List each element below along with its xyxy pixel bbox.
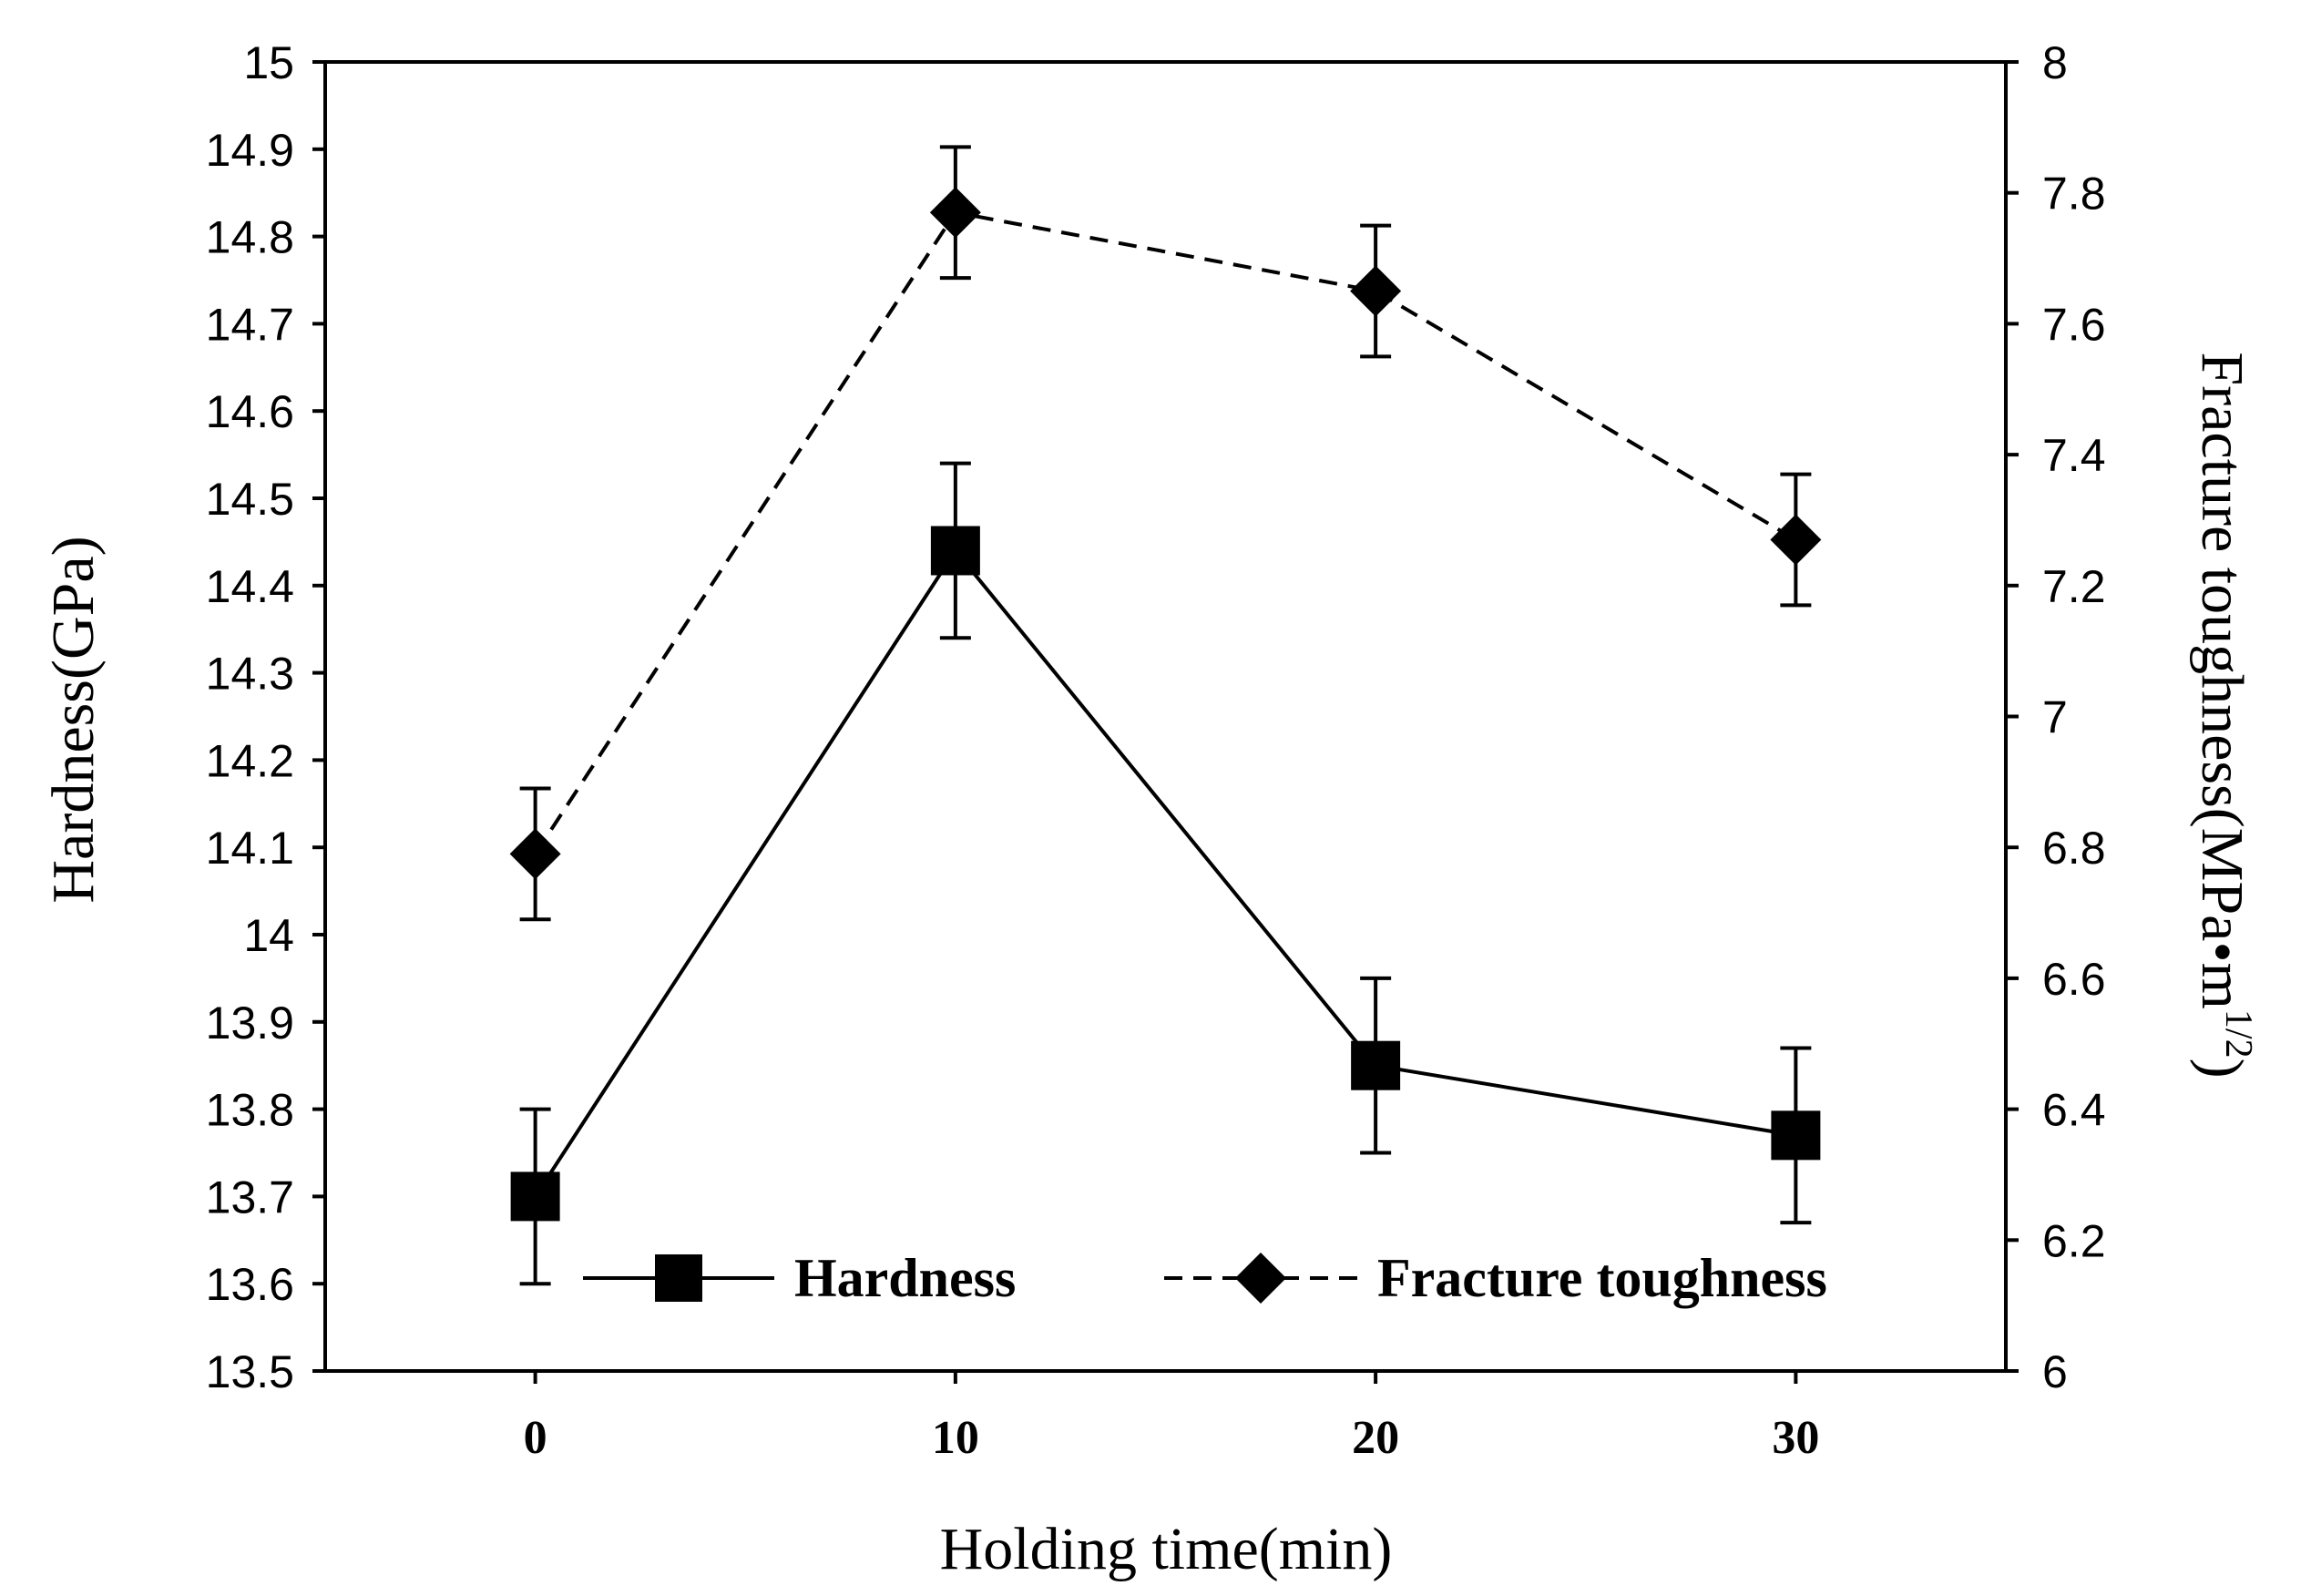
plot-frame [323, 60, 2008, 1373]
left-tick-label: 14.8 [206, 212, 294, 263]
legend-hardness-marker [655, 1254, 702, 1302]
right-axis-ticks: 6 6.2 6.4 6.6 6.8 7 7.2 7.4 7.6 7.8 8 [2006, 37, 2106, 1397]
legend-toughness-label: Fracture toughness [1377, 1248, 1827, 1308]
legend: Hardness Fracture toughness [583, 1248, 1827, 1308]
series-line-square [533, 547, 1796, 1198]
right-tick-label: 7.4 [2042, 430, 2106, 481]
left-axis-ticks: 13.5 13.6 13.7 13.8 13.9 14 14.1 14.2 14.3 14.4 14… [206, 37, 325, 1397]
left-tick-label: 14.3 [206, 649, 294, 700]
right-tick-label: 7.8 [2042, 169, 2106, 220]
data-point-diamond [1770, 514, 1822, 566]
x-tick-label: 10 [932, 1412, 979, 1464]
left-tick-label: 13.8 [206, 1085, 294, 1136]
right-tick-label: 6.8 [2042, 823, 2106, 874]
x-axis-title: Holding time(min) [940, 1516, 1393, 1582]
right-tick-label: 6.6 [2042, 954, 2106, 1005]
left-tick-label: 15 [243, 37, 294, 88]
series-layer [509, 145, 1822, 1286]
data-point-square [1351, 1040, 1401, 1090]
left-tick-label: 14.9 [206, 125, 294, 176]
left-tick-label: 14.5 [206, 474, 294, 525]
data-point-diamond [509, 828, 561, 880]
data-point-square [510, 1171, 560, 1222]
left-tick-label: 14.6 [206, 386, 294, 437]
left-tick-label: 14.4 [206, 561, 294, 612]
left-tick-label: 14.7 [206, 299, 294, 350]
x-axis-ticks: 0 10 20 30 [524, 1371, 1819, 1464]
right-tick-label: 7.6 [2042, 299, 2106, 350]
x-tick-label: 30 [1772, 1412, 1819, 1464]
y2-axis-title-close: ) [2189, 1059, 2255, 1079]
left-tick-label: 13.5 [206, 1346, 294, 1397]
right-tick-label: 7 [2042, 692, 2068, 743]
left-tick-label: 13.6 [206, 1259, 294, 1310]
data-point-square [930, 526, 980, 576]
left-tick-label: 14.1 [206, 823, 294, 874]
series-line-diamond [533, 210, 1797, 855]
left-tick-label: 13.7 [206, 1171, 294, 1223]
right-tick-label: 6.4 [2042, 1085, 2106, 1136]
data-point-diamond [1350, 265, 1402, 317]
left-tick-label: 14.2 [206, 735, 294, 786]
y-axis-title: Hardness(GPa) [40, 536, 107, 903]
y2-axis-title: Fracture toughness(MPa•m1/2) [2189, 352, 2259, 1078]
right-tick-label: 8 [2042, 37, 2068, 88]
right-tick-label: 7.2 [2042, 561, 2106, 612]
data-point-diamond [929, 187, 981, 239]
x-tick-label: 0 [524, 1412, 547, 1464]
y2-axis-title-main: Fracture toughness(MPa•m [2189, 352, 2255, 1009]
left-tick-label: 14 [243, 910, 294, 961]
x-tick-label: 20 [1352, 1412, 1399, 1464]
right-tick-label: 6 [2042, 1346, 2068, 1397]
y2-axis-title-sup: 1/2 [2217, 1009, 2259, 1059]
data-point-square [1771, 1110, 1821, 1161]
right-tick-label: 6.2 [2042, 1215, 2106, 1266]
legend-toughness-marker [1235, 1253, 1286, 1304]
legend-hardness-label: Hardness [794, 1248, 1016, 1308]
left-tick-label: 13.9 [206, 998, 294, 1049]
